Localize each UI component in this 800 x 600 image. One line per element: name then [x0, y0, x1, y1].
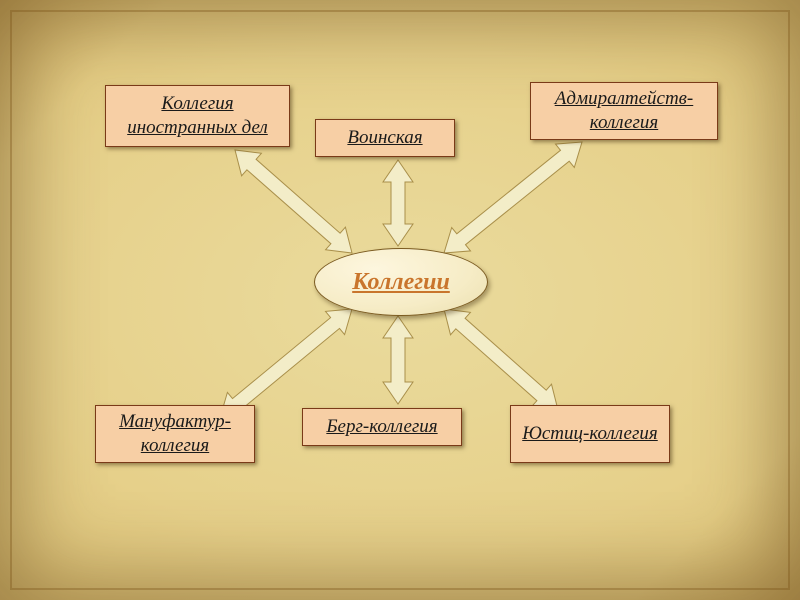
node-manufacture-label: Мануфактур-коллегия: [104, 410, 246, 458]
node-admiralty: Адмиралтейств-коллегия: [530, 82, 718, 140]
connector-arrow: [383, 160, 413, 246]
node-berg-label: Берг-коллегия: [326, 415, 437, 439]
center-node: Коллегии: [314, 248, 488, 316]
node-berg: Берг-коллегия: [302, 408, 462, 446]
diagram-canvas: Коллегии Коллегия иностранных дел Воинск…: [0, 0, 800, 600]
connector-arrow: [444, 142, 582, 253]
connector-arrow: [383, 316, 413, 404]
node-military-label: Воинская: [347, 126, 422, 150]
node-military: Воинская: [315, 119, 455, 157]
node-foreign: Коллегия иностранных дел: [105, 85, 290, 147]
node-justice: Юстиц-коллегия: [510, 405, 670, 463]
node-admiralty-label: Адмиралтейств-коллегия: [539, 87, 709, 135]
node-foreign-label: Коллегия иностранных дел: [114, 92, 281, 140]
connector-arrow: [444, 309, 558, 410]
node-justice-label: Юстиц-коллегия: [522, 422, 658, 446]
node-manufacture: Мануфактур-коллегия: [95, 405, 255, 463]
center-label: Коллегии: [352, 269, 450, 296]
connector-arrow: [220, 309, 352, 418]
connector-arrow: [235, 150, 352, 253]
